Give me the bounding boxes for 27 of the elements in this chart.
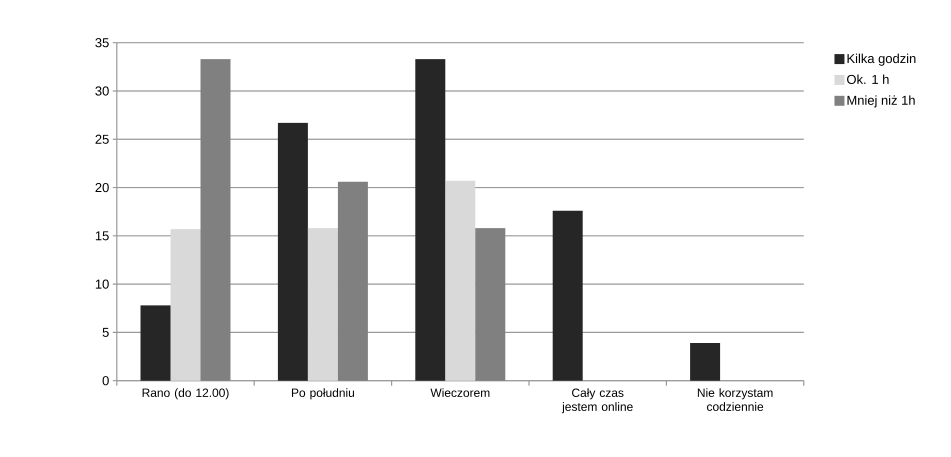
y-tick-label: 0 <box>102 376 109 386</box>
bar <box>140 305 170 381</box>
bar <box>278 122 308 381</box>
bar <box>170 229 200 381</box>
legend-label: Ok. 1 h <box>847 74 889 84</box>
legend-label: Mniej niż 1h <box>848 95 915 108</box>
bar <box>200 59 230 381</box>
bar <box>415 59 446 381</box>
x-tick-label: Wieczorem <box>430 388 490 397</box>
y-tick-label: 30 <box>95 86 109 96</box>
y-tick-label: 15 <box>96 231 109 240</box>
bar <box>338 182 368 381</box>
y-tick-label: 35 <box>95 38 109 48</box>
y-tick-label: 20 <box>96 182 109 192</box>
y-tick-label: 10 <box>96 280 109 289</box>
y-tick-label: 5 <box>102 328 109 337</box>
x-tick-label: Rano (do 12.00) <box>142 388 229 400</box>
bar <box>308 228 338 381</box>
bar <box>445 180 476 381</box>
bar <box>552 210 583 381</box>
x-tick-label: Cały czas jestem online <box>562 388 633 414</box>
y-tick-label: 25 <box>96 134 109 144</box>
bar <box>690 343 720 381</box>
x-tick-label: Nie korzystam codziennie <box>698 388 772 411</box>
legend-label: Kilka godzin <box>848 54 916 66</box>
bar <box>475 228 506 381</box>
x-tick-label: Po południu <box>292 388 354 400</box>
